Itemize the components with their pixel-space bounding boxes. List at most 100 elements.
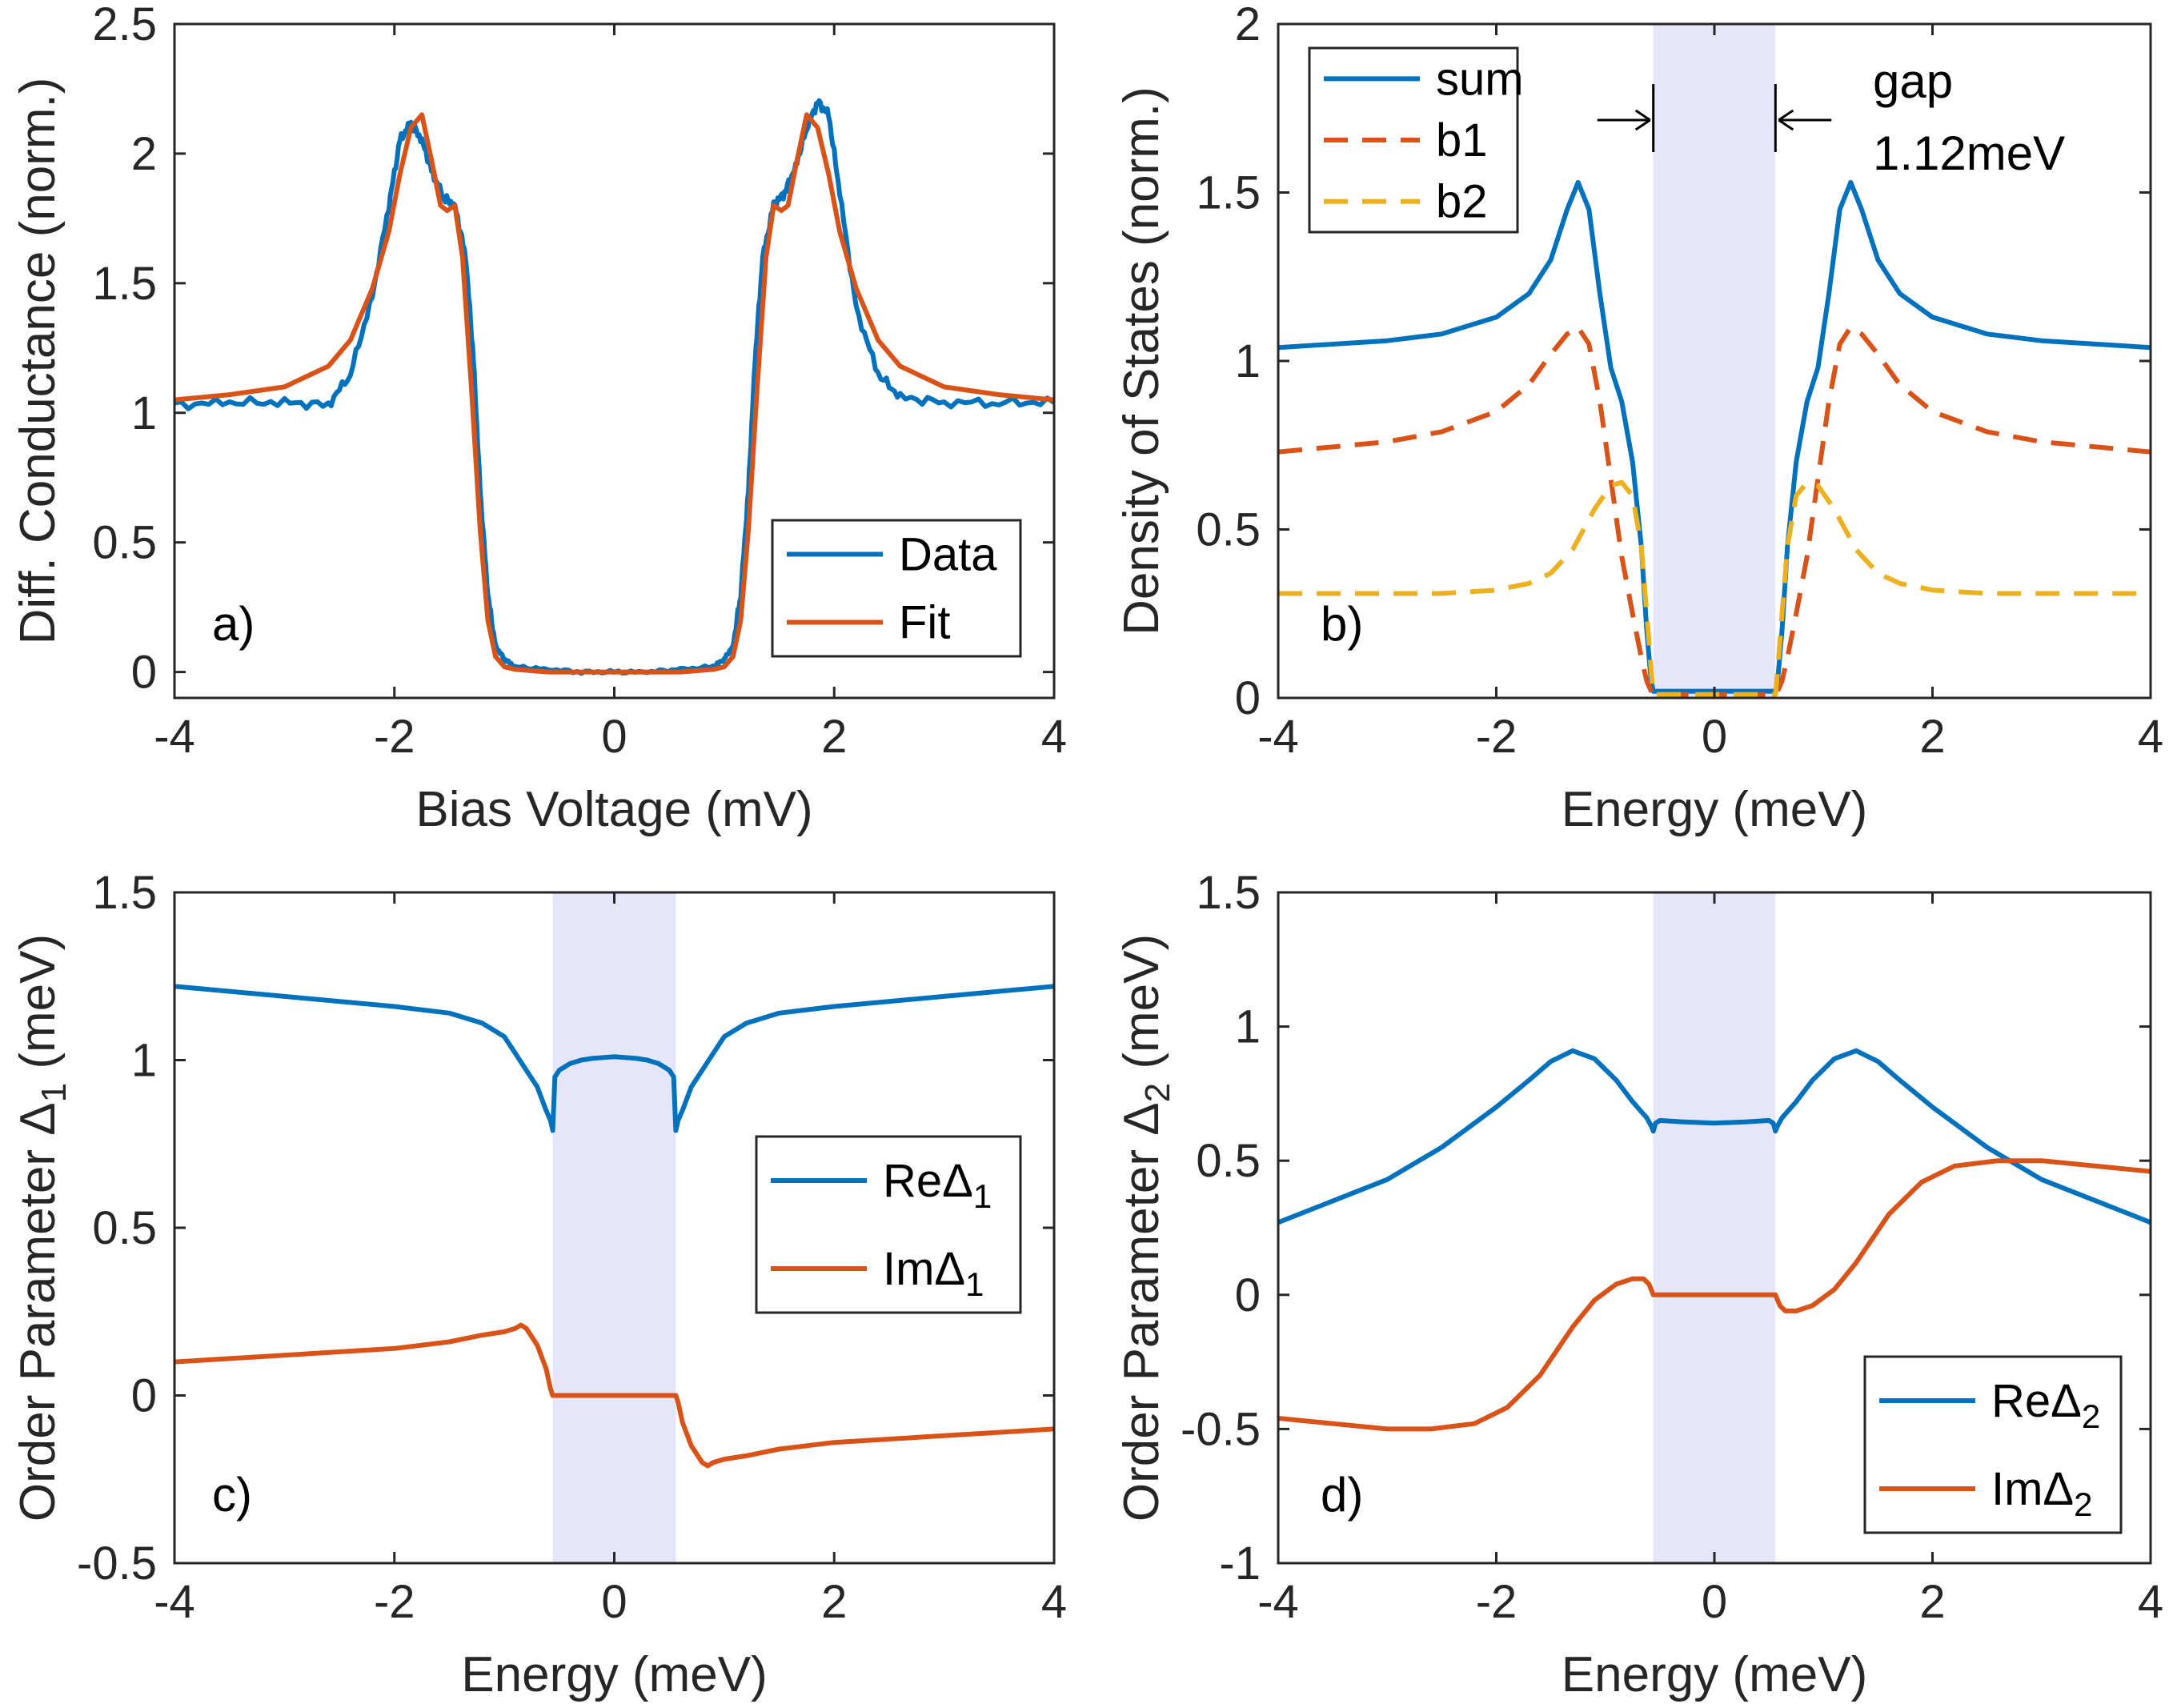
y-tick-label: 0.5 <box>92 1202 157 1254</box>
gap-arrowhead-left <box>1634 109 1651 131</box>
y-label-main: Density of States (norm.) <box>1114 86 1169 635</box>
y-tick-label: 0 <box>131 1370 157 1422</box>
legend-label-main: sum <box>1436 53 1524 105</box>
y-tick-label: 1.5 <box>1196 867 1261 919</box>
y-tick-label: 1 <box>1235 1001 1261 1053</box>
x-tick-label: -4 <box>154 711 195 763</box>
x-axis-label: Bias Voltage (mV) <box>415 782 812 837</box>
y-tick-label: 2 <box>131 128 157 180</box>
x-tick-label: -4 <box>154 1576 195 1628</box>
x-tick-label: 4 <box>1041 1576 1067 1628</box>
legend-label: b2 <box>1436 176 1488 228</box>
series-imδ1 <box>174 1322 1054 1469</box>
x-tick-label: 2 <box>1919 1576 1945 1628</box>
x-tick-label: 0 <box>601 1576 627 1628</box>
series-group <box>174 984 1054 1469</box>
series-group <box>1278 1048 2151 1432</box>
x-axis-label: Energy (meV) <box>1562 782 1867 837</box>
y-label-sub: 2 <box>1138 1083 1177 1102</box>
x-tick-label: -2 <box>374 1576 415 1628</box>
x-tick-label: 4 <box>2138 1576 2163 1628</box>
y-tick-label: 2.5 <box>92 0 157 50</box>
y-tick-label: 1.5 <box>1196 167 1261 219</box>
series-imδ2 <box>1278 1158 2151 1432</box>
panel-label: b) <box>1321 597 1363 651</box>
series-reδ1 <box>174 984 1054 1133</box>
y-tick-label: 0.5 <box>1196 1135 1261 1187</box>
gap-shaded-band <box>1653 24 1776 698</box>
y-tick-label: -0.5 <box>77 1538 157 1590</box>
panel-label: d) <box>1321 1468 1363 1522</box>
gap-annotation-value: 1.12meV <box>1873 126 2065 180</box>
legend: ReΔ1 ImΔ1 <box>755 1135 1022 1314</box>
series-group <box>174 98 1054 676</box>
y-label-main: Order Parameter Δ <box>1114 1102 1169 1522</box>
gap-annotation-title: gap <box>1873 54 1953 108</box>
y-tick-label: 0 <box>131 647 157 699</box>
y-axis-label: Order Parameter Δ2 (meV) <box>1114 934 1177 1522</box>
x-axis-label: Energy (meV) <box>1562 1647 1867 1702</box>
series-fit <box>174 112 1054 675</box>
legend-label-main: Fit <box>899 597 950 649</box>
panel-c: -4 -2 0 2 4 -0.5 0 0.5 1 1.5 Energy (meV) Order Par… <box>10 867 1067 1702</box>
legend-label: ImΔ1 <box>883 1243 984 1303</box>
y-label-unit: (meV) <box>10 934 66 1083</box>
legend-label-sub: 1 <box>973 1177 992 1215</box>
panel-a: -4 -2 0 2 4 0 0.5 1 1.5 2 2.5 Bias Voltage (mV) Diff… <box>10 0 1067 837</box>
y-axis-label: Diff. Conductance (norm.) <box>10 78 66 645</box>
x-tick-label: -2 <box>374 711 415 763</box>
series-reδ2 <box>1278 1048 2151 1225</box>
y-axis-label: Density of States (norm.) <box>1114 86 1169 635</box>
y-label-main: Order Parameter Δ <box>10 1102 66 1522</box>
legend-label-main: ImΔ <box>883 1243 965 1295</box>
x-tick-label: 2 <box>821 1576 847 1628</box>
legend: Data Fit <box>771 519 1022 658</box>
legend-box <box>755 1135 1022 1314</box>
x-axis-label: Energy (meV) <box>461 1647 767 1702</box>
legend-label-sub: 2 <box>2074 1485 2092 1523</box>
legend-label: b1 <box>1436 114 1488 166</box>
x-tick-label: -2 <box>1476 1576 1517 1628</box>
legend: sum b1 b2 <box>1308 46 1524 234</box>
legend-label-main: ReΔ <box>883 1155 973 1207</box>
y-tick-label: 0 <box>1235 672 1261 724</box>
y-tick-label: 0.5 <box>1196 504 1261 556</box>
panel-label: a) <box>212 597 255 651</box>
x-tick-label: -4 <box>1257 711 1299 763</box>
y-label-sub: 1 <box>34 1083 74 1102</box>
x-tick-label: 4 <box>1041 711 1067 763</box>
gap-shaded-band <box>1653 892 1776 1563</box>
legend-label: sum <box>1436 53 1524 105</box>
y-label-main: Diff. Conductance (norm.) <box>10 78 66 645</box>
gap-shaded-band <box>552 892 676 1563</box>
y-tick-label: 1.5 <box>92 258 157 310</box>
x-tick-label: 4 <box>2138 711 2163 763</box>
y-label-unit: (meV) <box>1114 934 1169 1083</box>
y-tick-label: -0.5 <box>1181 1403 1261 1455</box>
y-tick-label: 1 <box>131 1035 157 1087</box>
legend-label: ImΔ2 <box>1991 1463 2093 1523</box>
legend-label-sub: 2 <box>2082 1397 2100 1435</box>
y-tick-label: 1.5 <box>92 867 157 919</box>
y-tick-label: -1 <box>1219 1538 1261 1590</box>
panel-b: -4 -2 0 2 4 0 0.5 1 1.5 2 Energy (meV) Density of S… <box>1114 0 2163 837</box>
x-tick-label: 0 <box>1702 711 1727 763</box>
y-tick-label: 1 <box>131 387 157 439</box>
legend-label-main: ReΔ <box>1991 1375 2082 1427</box>
x-tick-label: 0 <box>601 711 627 763</box>
y-tick-label: 2 <box>1235 0 1261 50</box>
legend-label: Data <box>899 529 997 581</box>
gap-arrowhead-right <box>1778 109 1794 131</box>
y-axis-label: Order Parameter Δ1 (meV) <box>10 934 74 1522</box>
x-tick-label: -4 <box>1257 1576 1299 1628</box>
legend-label-main: b1 <box>1436 114 1488 166</box>
y-tick-label: 1 <box>1235 335 1261 387</box>
y-tick-label: 0.5 <box>92 517 157 569</box>
legend-label-main: Data <box>899 529 997 581</box>
legend-box <box>1863 1355 2123 1534</box>
x-tick-label: 2 <box>821 711 847 763</box>
legend-label: ReΔ1 <box>883 1155 992 1215</box>
legend-label-main: ImΔ <box>1991 1463 2074 1515</box>
